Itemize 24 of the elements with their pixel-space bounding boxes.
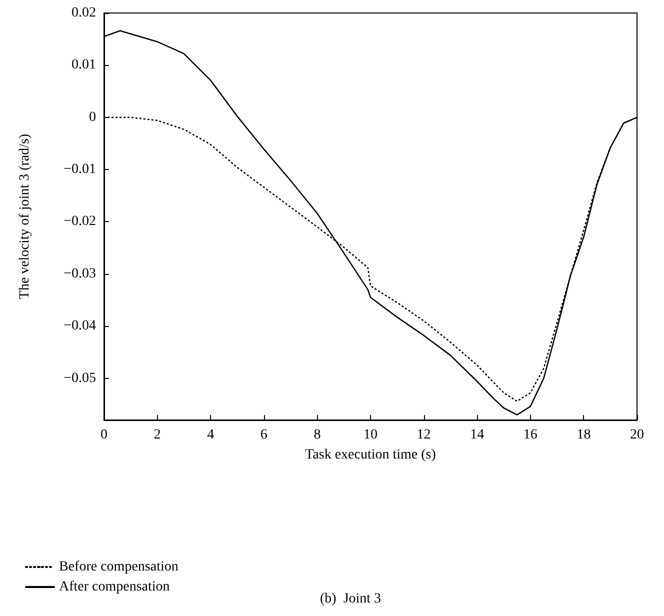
y-tick-label: 0.01 — [72, 58, 96, 73]
y-tick-label: −0.01 — [64, 162, 96, 178]
x-axis-title: Task execution time (s) — [305, 448, 436, 462]
x-tick-label: 20 — [630, 428, 644, 442]
x-tick-label: 2 — [154, 428, 161, 442]
y-tick-label: −0.03 — [64, 266, 96, 282]
text: (b) Joint 3 — [320, 592, 382, 606]
legend-label: After compensation — [59, 580, 170, 594]
x-tick-label: 4 — [207, 428, 214, 442]
x-tick-label: 6 — [260, 428, 268, 442]
x-tick-label: 14 — [470, 428, 484, 442]
y-tick-label: −0.05 — [64, 370, 96, 386]
y-axis-title: The velocity of joint 3 (rad/s) — [18, 134, 32, 300]
x-tick-label: 12 — [416, 428, 431, 442]
y-tick-label: 0.02 — [72, 6, 96, 20]
y-tick-label: −0.04 — [64, 318, 96, 334]
x-tick-label: 10 — [364, 428, 378, 442]
x-tick-label: 16 — [523, 428, 538, 442]
legend-label: Before compensation — [59, 560, 178, 574]
x-tick-label: 0 — [100, 428, 108, 442]
x-tick-label: 8 — [314, 428, 321, 442]
y-tick-label: 0 — [89, 110, 96, 125]
y-tick-label: −0.02 — [64, 214, 96, 230]
x-tick-label: 18 — [576, 428, 591, 442]
